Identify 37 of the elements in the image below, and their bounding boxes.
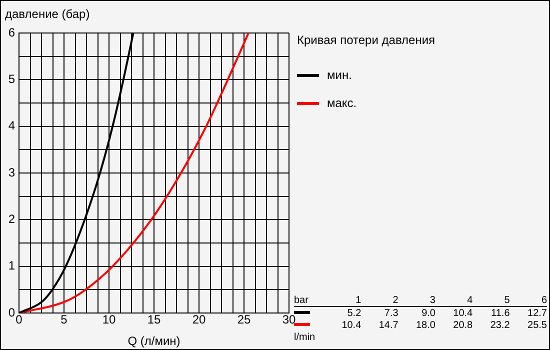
text: 25.5 — [526, 319, 547, 331]
text: 6 — [510, 294, 547, 306]
text: 10.4 — [340, 319, 362, 331]
y-tick-label: 5 — [8, 72, 16, 86]
text: bar — [294, 294, 324, 306]
text: 20.8 — [452, 319, 473, 331]
text: 2 — [361, 294, 398, 306]
text: 9.0 — [420, 306, 436, 319]
text: 5.2 — [346, 306, 362, 319]
text: 1 — [324, 294, 362, 306]
x-tick-label: 10 — [102, 312, 116, 327]
text: 12.7 — [526, 306, 547, 319]
x-tick-label: 5 — [60, 312, 68, 327]
legend-title: Кривая потери давления — [297, 33, 436, 47]
y-axis-title: давление (бар) — [5, 7, 90, 21]
x-tick-label: 15 — [147, 312, 161, 327]
legend-label: мин. — [327, 68, 352, 82]
legend-label: макс. — [327, 96, 357, 110]
y-tick-label: 4 — [8, 118, 16, 133]
text: 3 — [398, 294, 436, 306]
y-tick-label: 2 — [8, 212, 16, 226]
text: 10.4 — [452, 306, 473, 319]
x-tick-label: 20 — [192, 312, 206, 327]
x-tick-label: 30 — [282, 312, 296, 327]
text: 5 — [472, 294, 510, 306]
text: 23.2 — [489, 319, 510, 331]
text: 18.0 — [415, 319, 436, 331]
y-tick-label: 1 — [8, 258, 16, 273]
text: 14.7 — [378, 319, 398, 331]
x-axis-title: Q (л/мин) — [128, 334, 180, 348]
text: l/min — [294, 331, 316, 343]
text: 7.3 — [383, 306, 398, 319]
y-tick-label: 3 — [8, 165, 16, 180]
text: 4 — [435, 294, 473, 306]
x-tick-label: 25 — [237, 312, 251, 327]
text: 11.6 — [490, 306, 510, 319]
y-tick-label: 6 — [8, 25, 16, 40]
